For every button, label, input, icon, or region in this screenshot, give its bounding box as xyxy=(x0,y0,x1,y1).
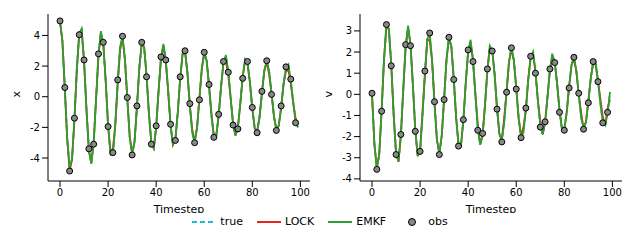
svg-text:60: 60 xyxy=(510,187,523,198)
html-text:EMKF: EMKF xyxy=(356,215,387,228)
svg-text:0: 0 xyxy=(346,89,352,100)
svg-text:-3: -3 xyxy=(342,152,352,163)
svg-text:v: v xyxy=(322,91,335,98)
svg-text:0: 0 xyxy=(34,91,40,102)
svg-text:-2: -2 xyxy=(30,122,40,133)
svg-text:0: 0 xyxy=(57,187,63,198)
svg-text:80: 80 xyxy=(558,187,571,198)
svg-text:20: 20 xyxy=(102,187,115,198)
svg-text:0: 0 xyxy=(369,187,375,198)
svg-text:60: 60 xyxy=(198,187,211,198)
svg-text:40: 40 xyxy=(462,187,475,198)
svg-text:-1: -1 xyxy=(342,110,352,121)
svg-text:80: 80 xyxy=(246,187,259,198)
svg-text:100: 100 xyxy=(291,187,310,198)
svg-text:Timestep: Timestep xyxy=(465,203,517,213)
svg-text:x: x xyxy=(10,91,23,98)
svg-text:20: 20 xyxy=(414,187,427,198)
html-text:LOCK: LOCK xyxy=(284,215,315,228)
svg-text:1: 1 xyxy=(346,68,352,79)
svg-text:40: 40 xyxy=(150,187,163,198)
svg-text:100: 100 xyxy=(603,187,622,198)
svg-text:-4: -4 xyxy=(342,173,352,184)
svg-text:3: 3 xyxy=(346,25,352,36)
html-text:obs: obs xyxy=(428,215,448,228)
svg-text:4: 4 xyxy=(34,30,40,41)
svg-text:-2: -2 xyxy=(342,131,352,142)
svg-text:2: 2 xyxy=(34,61,40,72)
html-text:true: true xyxy=(220,215,243,228)
svg-text:Timestep: Timestep xyxy=(153,203,205,213)
svg-text:2: 2 xyxy=(346,47,352,58)
svg-text:-4: -4 xyxy=(30,153,40,164)
